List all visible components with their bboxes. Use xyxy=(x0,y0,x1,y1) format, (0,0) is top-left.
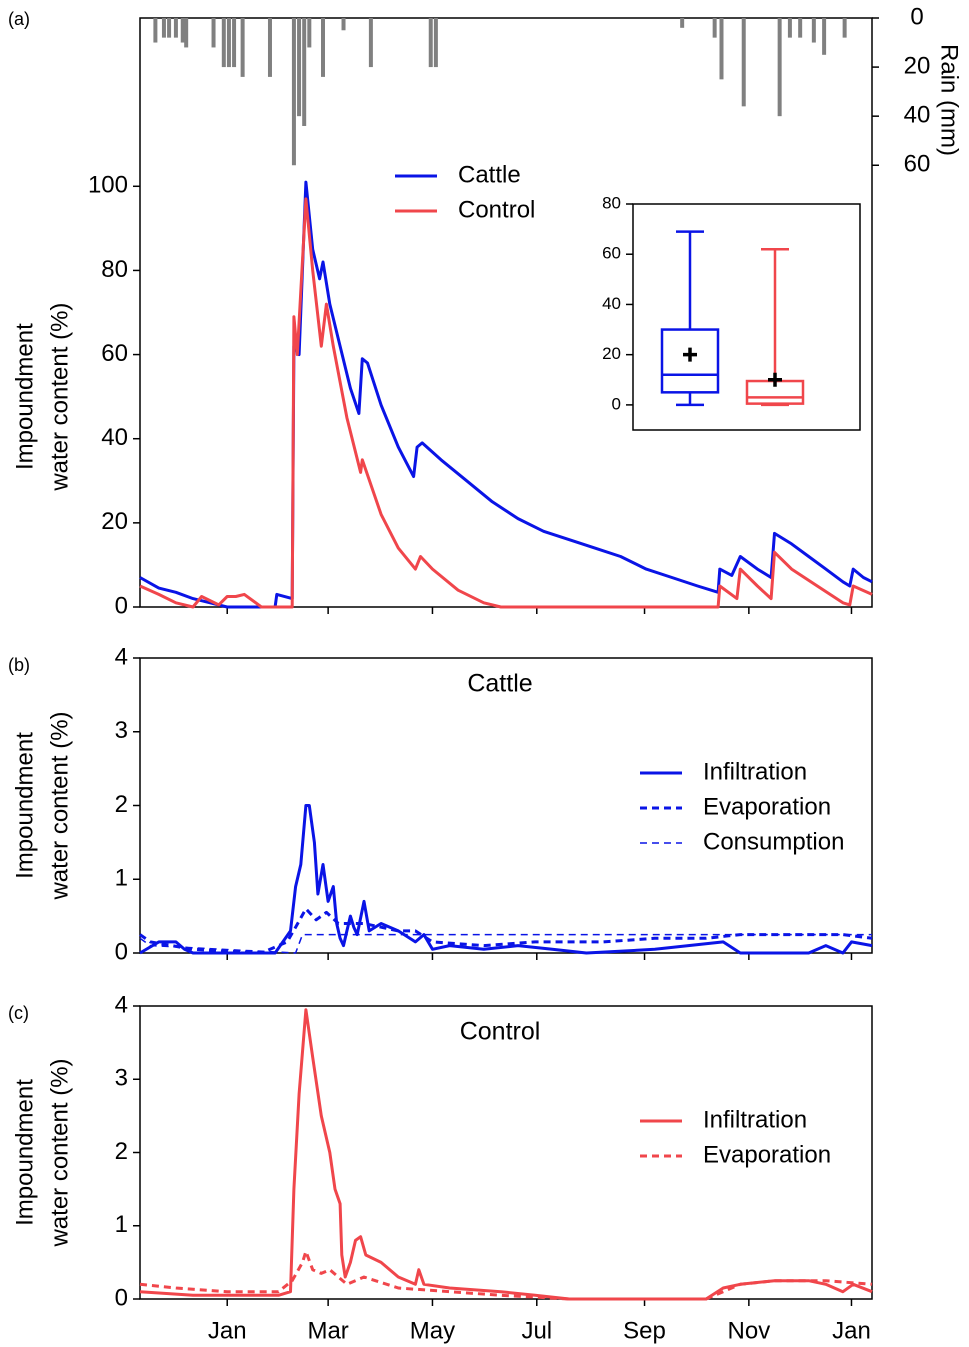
rain-bar xyxy=(232,18,237,68)
y-tick-label: 100 xyxy=(88,172,128,199)
rain-bar xyxy=(240,18,245,77)
rain-bar xyxy=(180,18,185,43)
rain-bar xyxy=(719,18,724,80)
box xyxy=(660,328,720,394)
legend-label: Cattle xyxy=(458,161,521,188)
rain-bar xyxy=(307,18,312,48)
y-tick-label: 3 xyxy=(115,1065,128,1092)
legend-label: Consumption xyxy=(703,828,844,855)
rain-bar xyxy=(787,18,792,38)
rain-bar xyxy=(680,18,685,28)
series-line xyxy=(139,804,873,955)
y-tick-label: 0 xyxy=(115,592,128,619)
rain-bar xyxy=(153,18,158,43)
y-axis-label: Impoundment xyxy=(11,1079,38,1226)
y-tick-label: 4 xyxy=(115,643,128,670)
y-tick-label: 40 xyxy=(602,294,621,313)
rain-bar xyxy=(302,18,307,126)
y-tick-label: 1 xyxy=(115,865,128,892)
y-axis-label: water content (%) xyxy=(46,1058,73,1247)
rain-bar xyxy=(341,18,346,31)
x-tick-label: Jul xyxy=(521,1317,552,1344)
panel-title: Cattle xyxy=(467,670,532,698)
rain-bar xyxy=(321,18,325,77)
y-tick-label: 1 xyxy=(115,1211,128,1238)
series-line xyxy=(139,933,872,954)
panel-label: (b) xyxy=(8,655,30,675)
y2-tick-label: 0 xyxy=(910,3,923,30)
y-tick-label: 2 xyxy=(115,791,128,818)
rain-bar xyxy=(211,18,216,48)
series-line xyxy=(139,180,873,609)
x-tick-label: Jan xyxy=(208,1317,247,1344)
y2-tick-label: 40 xyxy=(904,102,931,129)
x-tick-label: Nov xyxy=(728,1317,771,1344)
rain-bar xyxy=(712,18,717,38)
rain-bar xyxy=(221,18,226,68)
rain-bar xyxy=(798,18,803,38)
y-axis-label: Impoundment xyxy=(11,323,38,470)
y2-axis-label: Rain (mm) xyxy=(936,44,963,156)
y-tick-label: 0 xyxy=(115,938,128,965)
x-tick-label: Mar xyxy=(307,1317,348,1344)
x-tick-label: Sep xyxy=(623,1317,666,1344)
y-axis-label: Impoundment xyxy=(11,732,38,879)
rain-bar xyxy=(777,18,782,117)
y-tick-label: 60 xyxy=(602,244,621,263)
mean-marker xyxy=(768,372,782,387)
legend-label: Infiltration xyxy=(703,1106,807,1133)
rain-bar xyxy=(842,18,847,38)
rain-bar xyxy=(428,18,433,68)
y-tick-label: 40 xyxy=(101,424,128,451)
y-tick-label: 4 xyxy=(115,991,128,1018)
rain-bar xyxy=(167,18,172,38)
y2-tick-label: 60 xyxy=(904,151,931,178)
x-tick-label: Jan xyxy=(832,1317,871,1344)
series-line xyxy=(139,1008,873,1301)
y-tick-label: 20 xyxy=(602,344,621,363)
rain-bar xyxy=(173,18,178,38)
panel-label: (c) xyxy=(8,1003,29,1023)
rain-bar xyxy=(226,18,231,68)
mean-marker xyxy=(683,347,697,362)
y-tick-label: 60 xyxy=(101,340,128,367)
panel-label: (a) xyxy=(8,9,30,29)
x-tick-label: May xyxy=(410,1317,455,1344)
y-tick-label: 0 xyxy=(612,394,621,413)
y-tick-label: 20 xyxy=(101,508,128,535)
rain-bar xyxy=(184,18,189,48)
y-tick-label: 80 xyxy=(101,256,128,283)
y-tick-label: 80 xyxy=(602,193,621,212)
y2-tick-label: 20 xyxy=(904,52,931,79)
series-line xyxy=(139,907,873,955)
y-axis-label: water content (%) xyxy=(46,711,73,900)
rain-bar xyxy=(267,18,272,77)
rain-bar xyxy=(811,18,816,43)
legend-label: Control xyxy=(458,196,535,223)
panel-title: Control xyxy=(460,1018,541,1046)
y-tick-label: 2 xyxy=(115,1138,128,1165)
rain-bar xyxy=(161,18,166,38)
rain-bar xyxy=(291,18,296,166)
legend-label: Evaporation xyxy=(703,793,831,820)
series-line xyxy=(139,1249,873,1301)
y-axis-label: water content (%) xyxy=(46,303,73,492)
legend-label: Infiltration xyxy=(703,758,807,785)
series-line xyxy=(139,197,873,609)
rain-bar xyxy=(368,18,373,68)
rain-bar xyxy=(741,18,746,107)
y-tick-label: 3 xyxy=(115,717,128,744)
rain-bar xyxy=(433,18,438,68)
legend-label: Evaporation xyxy=(703,1141,831,1168)
rain-bar xyxy=(822,18,827,55)
rain-bar xyxy=(297,18,302,117)
y-tick-label: 0 xyxy=(115,1284,128,1311)
